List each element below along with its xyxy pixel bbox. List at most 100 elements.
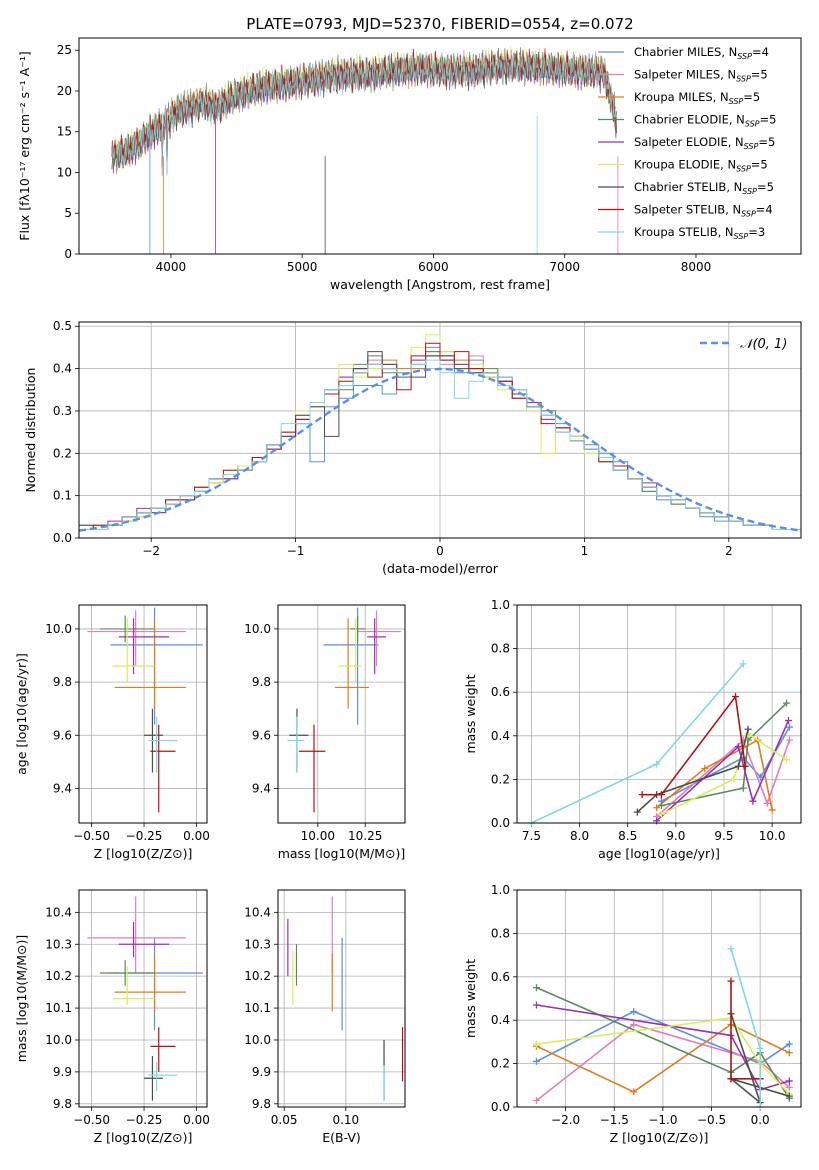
mass-weight-vs-Z-panel xyxy=(513,889,802,1111)
legend-label: Salpeter MILES, NSSP=5 xyxy=(634,68,768,84)
legend-label: Chabrier MILES, NSSP=4 xyxy=(634,45,769,61)
weight-line xyxy=(536,1010,790,1065)
y-tick-label: 0.3 xyxy=(53,404,72,418)
y-tick-label: 9.9 xyxy=(252,1065,271,1079)
y-tick-label: 0.5 xyxy=(53,319,72,333)
spectrum-line xyxy=(111,46,618,167)
x-tick-label: 6000 xyxy=(418,260,449,274)
data-marker xyxy=(756,1044,764,1052)
weight-line xyxy=(536,1004,790,1091)
y-tick-label: 10.0 xyxy=(244,622,271,636)
x-tick-label: 1 xyxy=(581,544,589,558)
y-tick-label: 10.0 xyxy=(244,1033,271,1047)
age-vs-mass-panel xyxy=(274,604,406,827)
x-tick-label: 8.0 xyxy=(570,829,589,843)
y-tick-label: 10.2 xyxy=(244,969,271,983)
y-tick-label: 10.0 xyxy=(45,622,72,636)
x-tick-label: 5000 xyxy=(287,260,318,274)
y-tick-label: 0.6 xyxy=(491,970,510,984)
data-marker xyxy=(785,1040,793,1048)
data-marker xyxy=(638,791,646,799)
data-marker xyxy=(630,1088,638,1096)
data-marker xyxy=(532,1001,540,1009)
x-tick-label: 8.5 xyxy=(618,829,637,843)
y-tick-label: 9.6 xyxy=(252,728,271,742)
x-axis-label: Z [log10(Z/Z⊙)] xyxy=(610,1130,709,1145)
histogram-step xyxy=(78,359,801,538)
data-marker xyxy=(630,1008,638,1016)
y-tick-label: 0.1 xyxy=(53,489,72,503)
x-tick-label: 0.10 xyxy=(332,1113,359,1127)
x-tick-label: 9.5 xyxy=(714,829,733,843)
legend-label: Kroupa MILES, NSSP=5 xyxy=(634,90,760,106)
data-marker xyxy=(727,977,735,985)
y-tick-label: 0.0 xyxy=(53,531,72,545)
y-axis-label: age [log10(age/yr)] xyxy=(14,653,29,775)
x-tick-label: 2 xyxy=(725,544,733,558)
axes-frame xyxy=(516,889,802,1108)
y-tick-label: 1.0 xyxy=(491,883,510,897)
data-marker xyxy=(749,797,757,805)
weight-line xyxy=(642,694,746,796)
data-marker xyxy=(727,945,735,953)
spectrum-panel: Chabrier MILES, NSSP=4 Salpeter MILES, NS… xyxy=(75,37,802,258)
spectrum-line xyxy=(111,50,618,176)
x-axis-label: (data-model)/error xyxy=(382,561,499,576)
y-tick-label: 0.0 xyxy=(491,816,510,830)
data-marker xyxy=(701,765,709,772)
data-marker xyxy=(630,1021,638,1029)
y-tick-label: 9.9 xyxy=(53,1065,72,1079)
y-tick-label: 0.2 xyxy=(53,446,72,460)
legend-label: Salpeter STELIB, NSSP=4 xyxy=(634,203,773,219)
x-axis-label: E(B-V) xyxy=(322,1130,361,1145)
y-axis-label: Flux [fλ10⁻¹⁷ erg cm⁻² s⁻¹ A⁻¹] xyxy=(17,51,32,240)
data-marker xyxy=(741,762,749,770)
x-tick-label: −1 xyxy=(287,544,305,558)
legend-label: Kroupa STELIB, NSSP=3 xyxy=(634,225,765,241)
data-marker xyxy=(653,804,661,812)
x-axis-label: mass [log10(M/M⊙)] xyxy=(278,846,406,861)
x-tick-label: 0.05 xyxy=(271,1113,298,1127)
x-axis-label: Z [log10(Z/Z⊙)] xyxy=(94,1130,193,1145)
mass-vs-Z-panel xyxy=(75,889,208,1111)
x-tick-label: −1.0 xyxy=(648,1113,677,1127)
y-axis-label: Normed distribution xyxy=(23,368,38,493)
y-tick-label: 9.8 xyxy=(252,675,271,689)
weight-line xyxy=(656,738,791,818)
x-tick-label: −2 xyxy=(142,544,160,558)
data-marker xyxy=(532,1057,540,1065)
y-tick-label: 9.6 xyxy=(53,728,72,742)
axes-frame xyxy=(277,889,406,1108)
y-tick-label: 0.8 xyxy=(491,642,510,656)
y-tick-label: 10.1 xyxy=(45,1001,72,1015)
y-tick-label: 10.3 xyxy=(45,937,72,951)
data-marker xyxy=(785,736,793,744)
data-marker xyxy=(657,802,665,810)
axes-frame xyxy=(516,604,802,824)
mass-vs-EBV-panel xyxy=(274,889,406,1111)
legend-label: Chabrier ELODIE, NSSP=5 xyxy=(634,113,776,129)
x-tick-label: −0.25 xyxy=(126,829,163,843)
data-marker xyxy=(532,984,540,992)
x-tick-label: −0.50 xyxy=(73,829,110,843)
data-marker xyxy=(785,1092,793,1100)
y-tick-label: 9.8 xyxy=(252,1097,271,1111)
data-marker xyxy=(727,1075,735,1083)
y-tick-label: 5 xyxy=(64,206,72,220)
axes-frame xyxy=(277,604,406,824)
data-marker xyxy=(785,1049,793,1057)
data-marker xyxy=(734,762,742,770)
axes-frame xyxy=(78,37,802,255)
y-axis-label: mass [log10(M/M⊙)] xyxy=(14,935,29,1063)
y-tick-label: 0.4 xyxy=(53,362,72,376)
x-tick-label: 0 xyxy=(436,544,444,558)
y-tick-label: 10.3 xyxy=(244,937,271,951)
x-tick-label: 10.0 xyxy=(759,829,786,843)
y-tick-label: 0.0 xyxy=(491,1100,510,1114)
y-tick-label: 10.4 xyxy=(244,905,271,919)
x-axis-label: age [log10(age/yr)] xyxy=(598,846,720,861)
data-marker xyxy=(784,717,792,725)
y-tick-label: 0.8 xyxy=(491,926,510,940)
y-tick-label: 0 xyxy=(64,247,72,261)
